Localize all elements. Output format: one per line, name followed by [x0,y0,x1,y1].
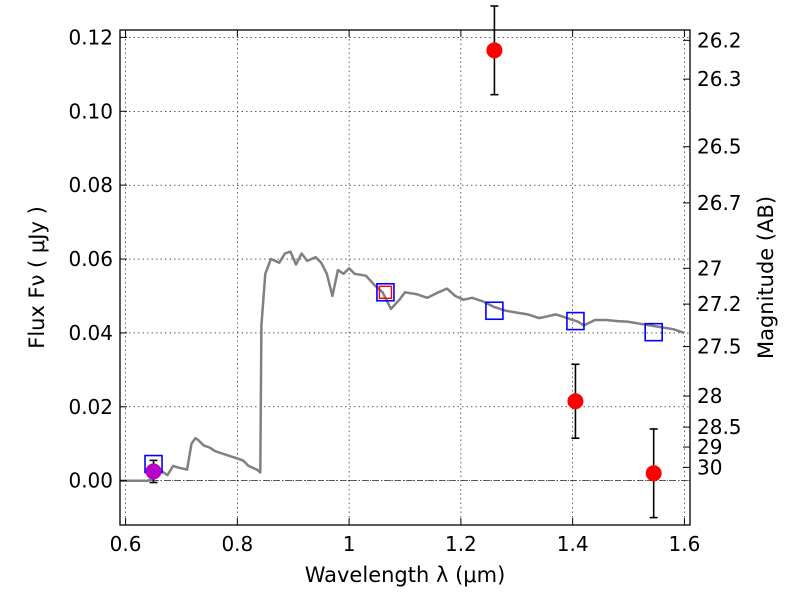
x-axis-ticks: 0.6 0.8 1 1.2 1.4 1.6 [110,30,701,556]
x-tick-label: 1.6 [669,532,701,556]
grid-lines [120,30,690,525]
model-flux-square [644,322,663,342]
y2-axis-label: Magnitude (AB) [754,196,778,359]
x-tick-label: 1.2 [445,532,477,556]
x-tick-label: 1 [343,532,356,556]
y-tick-label: 0.00 [68,469,113,493]
observed-flux-point [567,393,584,410]
plot-frame [119,29,691,526]
x-axis-label: Wavelength λ (μm) [305,563,506,587]
y2-tick-label: 26.7 [697,191,742,215]
y-tick-label: 0.08 [68,173,113,197]
model-flux-square [566,311,585,331]
observed-flux-point [645,465,662,482]
y2-tick-label: 26.3 [697,67,742,91]
y2-tick-label: 27 [697,256,722,280]
y-tick-label: 0.02 [68,395,113,419]
x-tick-label: 1.4 [557,532,589,556]
data-series [120,5,685,519]
model-flux-square [485,301,504,321]
y2-tick-label: 26.2 [697,28,742,52]
observed-flux-point [378,285,393,299]
y2-tick-label: 26.5 [697,135,742,159]
y-axis-label: Flux Fν ( μJy ) [25,206,49,349]
y2-tick-label: 27.5 [697,335,742,359]
model-sed-line [120,250,685,482]
observed-flux-point [145,463,162,480]
y2-tick-label: 30 [697,455,722,479]
x-tick-label: 0.6 [110,532,142,556]
observed-flux-point [486,42,503,59]
y-axis-ticks: 0.00 0.02 0.04 0.06 0.08 0.10 0.12 [68,25,127,493]
model-flux-square [376,282,395,302]
y2-tick-label: 27.2 [697,292,742,316]
y2-tick-label: 28.5 [697,415,742,439]
y-tick-label: 0.10 [68,99,113,123]
x-tick-label: 0.8 [221,532,253,556]
y-tick-label: 0.04 [68,321,113,345]
y-tick-label: 0.06 [68,247,113,271]
y2-tick-label: 29 [697,435,722,459]
y2-tick-label: 28 [697,384,722,408]
y-tick-label: 0.12 [68,25,113,49]
